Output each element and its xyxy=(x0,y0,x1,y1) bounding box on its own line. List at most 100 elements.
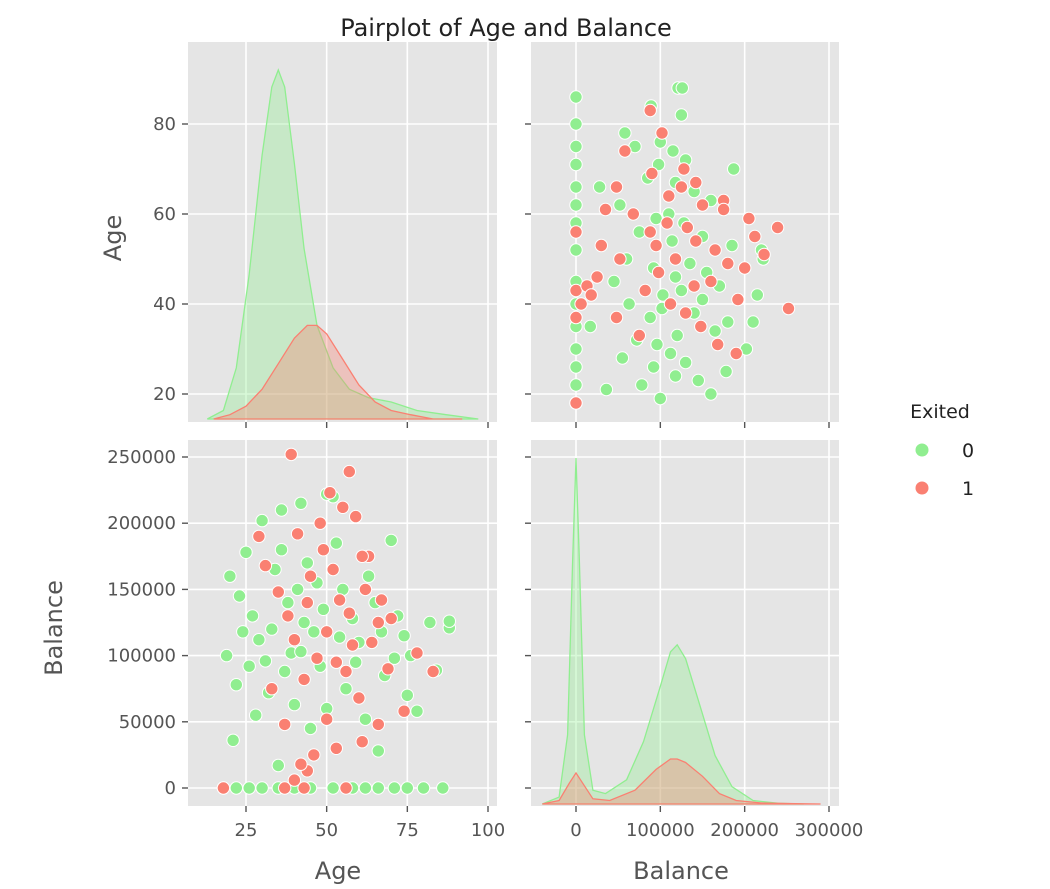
exited-0-swapped-point-73 xyxy=(695,292,710,307)
exited-1-swapped-point-1 xyxy=(569,310,583,325)
exited-1-swapped-point-17 xyxy=(609,180,624,194)
legend-label-0: 0 xyxy=(962,440,974,462)
exited-1-point-30 xyxy=(332,593,347,607)
exited-0-swapped-point-36 xyxy=(615,351,630,365)
exited-0-point-29 xyxy=(274,503,289,517)
exited-1-point-21 xyxy=(294,757,308,771)
age-y-tick-label-3: 80 xyxy=(153,114,176,135)
exited-1-swapped-point-33 xyxy=(638,283,652,298)
exited-0-swapped-point-44 xyxy=(670,328,684,343)
exited-1-swapped-point-12 xyxy=(689,175,703,190)
balance-y-tick-label-0: 0 xyxy=(165,778,176,799)
exited-1-swapped-point-6 xyxy=(781,301,796,316)
exited-1-point-33 xyxy=(297,672,311,687)
exited-1-point-19 xyxy=(329,741,343,755)
exited-0-point-37 xyxy=(271,758,285,773)
exited-0-swapped-point-28 xyxy=(750,288,764,302)
exited-0-point-1 xyxy=(229,781,244,795)
age-x-tick-label-2: 75 xyxy=(396,820,419,841)
exited-1-point-40 xyxy=(271,585,285,599)
exited-0-swapped-point-55 xyxy=(725,238,739,253)
exited-0-point-14 xyxy=(436,781,450,795)
exited-1-swapped-point-39 xyxy=(695,198,710,212)
exited-0-point-35 xyxy=(226,733,240,747)
panel-age-vs-balance xyxy=(188,440,497,806)
exited-0-swapped-point-35 xyxy=(599,382,614,397)
exited-0-point-30 xyxy=(255,513,269,528)
exited-0-swapped-point-72 xyxy=(721,315,735,329)
exited-1-point-26 xyxy=(316,543,331,557)
exited-1-swapped-point-9 xyxy=(748,229,762,244)
panel-balance-vs-age xyxy=(531,42,839,422)
legend: Exited 0 1 xyxy=(910,401,974,500)
exited-0-swapped-point-1 xyxy=(569,378,583,392)
exited-1-swapped-point-41 xyxy=(663,297,678,311)
exited-1-swapped-point-36 xyxy=(708,243,722,257)
exited-0-swapped-point-33 xyxy=(653,391,667,406)
exited-1-point-16 xyxy=(397,704,411,718)
exited-1-swapped-point-34 xyxy=(626,207,640,221)
exited-1-swapped-point-47 xyxy=(645,166,659,181)
age-y-tick-label-0: 20 xyxy=(153,384,176,405)
exited-1-swapped-point-0 xyxy=(569,396,583,410)
exited-1-point-6 xyxy=(284,447,298,462)
exited-0-point-68 xyxy=(349,655,363,669)
exited-1-swapped-point-46 xyxy=(674,180,689,194)
exited-0-swapped-point-34 xyxy=(635,378,649,392)
exited-1-point-1 xyxy=(278,781,292,795)
exited-1-swapped-point-38 xyxy=(738,261,752,275)
exited-1-point-22 xyxy=(278,717,292,732)
age-kde-0 xyxy=(206,68,479,420)
exited-1-swapped-point-31 xyxy=(660,216,674,230)
exited-0-point-11 xyxy=(387,781,402,795)
exited-0-swapped-point-19 xyxy=(618,126,632,140)
exited-1-swapped-point-26 xyxy=(721,256,735,271)
exited-0-swapped-point-10 xyxy=(569,180,583,194)
exited-1-point-38 xyxy=(313,516,327,530)
exited-1-swapped-point-29 xyxy=(668,252,683,266)
exited-1-point-20 xyxy=(307,748,321,762)
exited-0-swapped-point-47 xyxy=(678,355,693,370)
exited-0-swapped-point-58 xyxy=(674,283,689,298)
exited-0-point-38 xyxy=(287,697,302,712)
exited-0-point-45 xyxy=(281,595,295,610)
exited-0-point-63 xyxy=(294,644,308,659)
exited-1-point-49 xyxy=(320,712,334,726)
exited-1-point-48 xyxy=(355,549,369,563)
exited-1-point-2 xyxy=(297,781,311,795)
exited-1-point-3 xyxy=(339,781,353,795)
panel-balance-density xyxy=(531,440,839,806)
exited-0-point-62 xyxy=(278,664,292,679)
exited-0-point-12 xyxy=(400,781,414,795)
exited-1-point-46 xyxy=(371,615,385,630)
exited-0-point-74 xyxy=(332,630,347,644)
exited-0-point-28 xyxy=(294,496,308,510)
exited-1-point-47 xyxy=(381,662,395,676)
balance-x-tick-label-1: 100000 xyxy=(626,820,695,841)
exited-0-point-47 xyxy=(245,609,260,623)
exited-1-swapped-point-44 xyxy=(687,279,701,293)
exited-0-point-36 xyxy=(249,708,263,722)
exited-1-swapped-point-20 xyxy=(590,270,604,284)
exited-0-swapped-point-56 xyxy=(663,346,678,361)
legend-marker-1 xyxy=(915,481,929,495)
exited-1-swapped-point-21 xyxy=(584,288,598,302)
exited-0-point-61 xyxy=(236,625,250,639)
exited-1-point-41 xyxy=(287,633,302,647)
age-x-tick-label-0: 25 xyxy=(235,820,258,841)
exited-0-swapped-point-54 xyxy=(651,157,666,172)
age-y-tick-label-2: 60 xyxy=(153,204,176,225)
exited-0-point-44 xyxy=(265,622,279,636)
exited-1-point-42 xyxy=(342,606,356,620)
exited-0-point-56 xyxy=(252,633,266,647)
balance-density-background xyxy=(531,440,839,806)
balance-x-tick-label-0: 0 xyxy=(570,820,581,841)
legend-label-1: 1 xyxy=(962,478,974,500)
exited-0-point-3 xyxy=(255,781,269,795)
exited-1-swapped-point-13 xyxy=(677,162,691,176)
exited-1-swapped-point-4 xyxy=(574,297,588,311)
exited-1-point-43 xyxy=(258,558,273,573)
exited-0-swapped-point-25 xyxy=(613,198,627,212)
exited-0-swapped-point-48 xyxy=(691,373,705,388)
exited-1-point-36 xyxy=(326,562,340,577)
